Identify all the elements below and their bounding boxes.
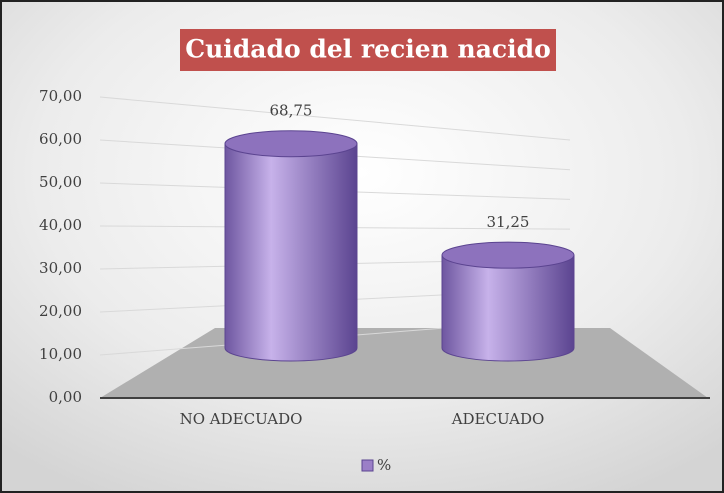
data-label: 31,25 [487, 213, 530, 231]
y-tick-label: 60,00 [39, 130, 82, 148]
x-tick-label: ADECUADO [451, 410, 545, 428]
legend-swatch [361, 459, 374, 472]
title-box [180, 29, 556, 71]
y-tick-label: 40,00 [39, 216, 82, 234]
cylinder-top [224, 130, 358, 158]
y-tick-label: 20,00 [39, 302, 82, 320]
cylinder-top [441, 241, 575, 269]
cylinder-body [224, 143, 358, 362]
legend-label: % [377, 456, 391, 474]
y-tick-label: 10,00 [39, 345, 82, 363]
chart-title: Cuidado del recien nacido [185, 35, 551, 64]
y-tick-label: 30,00 [39, 259, 82, 277]
cylinder-body [441, 254, 575, 362]
cylinder [441, 241, 575, 362]
grid-line [99, 96, 571, 141]
cylinder [224, 130, 358, 362]
y-tick-label: 50,00 [39, 173, 82, 191]
y-tick-label: 0,00 [49, 388, 82, 406]
data-label: 68,75 [270, 102, 313, 120]
y-tick-label: 70,00 [39, 87, 82, 105]
x-tick-label: NO ADECUADO [180, 410, 303, 428]
